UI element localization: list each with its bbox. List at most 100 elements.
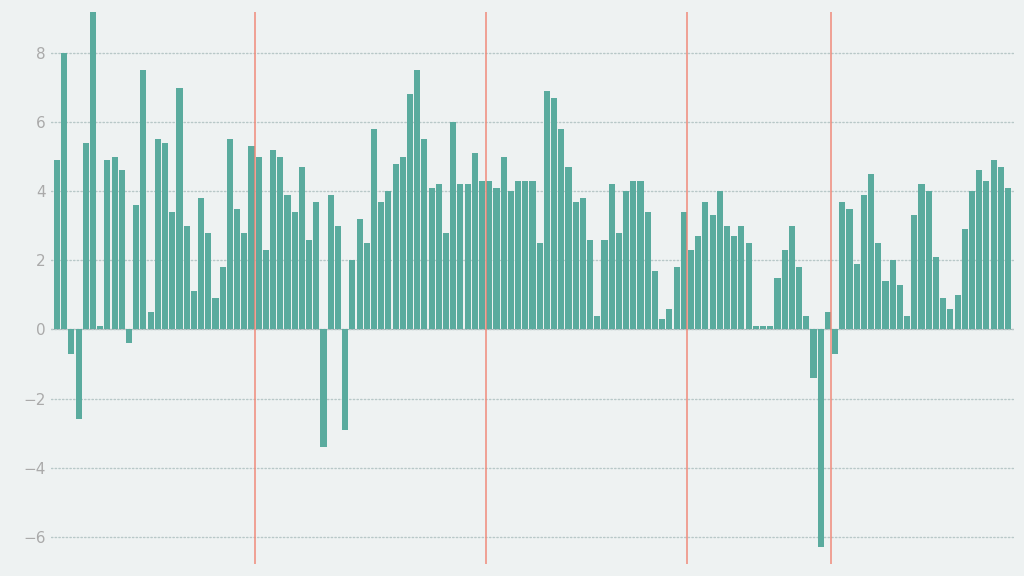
Bar	[954, 295, 961, 329]
Bar	[342, 329, 348, 430]
Bar	[710, 215, 716, 329]
Bar	[976, 170, 982, 329]
Bar	[529, 181, 536, 329]
Bar	[349, 260, 355, 329]
Bar	[190, 291, 197, 329]
Bar	[833, 329, 838, 354]
Bar	[745, 243, 752, 329]
Bar	[796, 267, 802, 329]
Bar	[847, 209, 853, 329]
Bar	[414, 70, 420, 329]
Bar	[990, 160, 996, 329]
Bar	[623, 191, 629, 329]
Bar	[479, 181, 485, 329]
Bar	[724, 226, 730, 329]
Bar	[645, 212, 651, 329]
Bar	[933, 257, 939, 329]
Bar	[494, 188, 500, 329]
Bar	[983, 181, 989, 329]
Bar	[421, 139, 427, 329]
Bar	[997, 167, 1004, 329]
Bar	[840, 202, 846, 329]
Bar	[962, 229, 968, 329]
Bar	[76, 329, 82, 419]
Bar	[810, 329, 816, 378]
Bar	[652, 271, 658, 329]
Bar	[378, 202, 384, 329]
Bar	[876, 243, 882, 329]
Bar	[169, 212, 175, 329]
Bar	[313, 202, 319, 329]
Bar	[767, 326, 773, 329]
Bar	[61, 53, 68, 329]
Bar	[890, 260, 896, 329]
Bar	[926, 191, 932, 329]
Bar	[306, 240, 312, 329]
Bar	[717, 191, 723, 329]
Bar	[292, 212, 298, 329]
Bar	[328, 195, 334, 329]
Bar	[824, 312, 830, 329]
Bar	[868, 174, 874, 329]
Bar	[947, 309, 953, 329]
Bar	[508, 191, 514, 329]
Bar	[608, 184, 614, 329]
Bar	[112, 157, 118, 329]
Bar	[501, 157, 507, 329]
Bar	[263, 250, 269, 329]
Bar	[399, 157, 406, 329]
Bar	[90, 0, 96, 329]
Bar	[256, 157, 262, 329]
Bar	[681, 212, 687, 329]
Bar	[371, 129, 377, 329]
Bar	[227, 139, 232, 329]
Bar	[667, 309, 673, 329]
Bar	[285, 195, 291, 329]
Bar	[451, 122, 457, 329]
Bar	[270, 150, 276, 329]
Bar	[788, 226, 795, 329]
Bar	[969, 191, 975, 329]
Bar	[753, 326, 759, 329]
Bar	[147, 312, 154, 329]
Bar	[126, 329, 132, 343]
Bar	[861, 195, 867, 329]
Bar	[183, 226, 189, 329]
Bar	[465, 184, 471, 329]
Bar	[119, 170, 125, 329]
Bar	[911, 215, 918, 329]
Bar	[940, 298, 946, 329]
Bar	[335, 226, 341, 329]
Bar	[429, 188, 434, 329]
Bar	[551, 98, 557, 329]
Bar	[458, 184, 464, 329]
Bar	[242, 233, 248, 329]
Bar	[364, 243, 370, 329]
Bar	[883, 281, 889, 329]
Bar	[774, 278, 780, 329]
Bar	[278, 157, 284, 329]
Bar	[919, 184, 925, 329]
Bar	[587, 240, 593, 329]
Bar	[594, 316, 600, 329]
Bar	[83, 143, 89, 329]
Bar	[631, 181, 636, 329]
Bar	[544, 91, 550, 329]
Bar	[565, 167, 571, 329]
Bar	[486, 181, 493, 329]
Bar	[803, 316, 809, 329]
Bar	[731, 236, 737, 329]
Bar	[155, 139, 161, 329]
Bar	[522, 181, 528, 329]
Bar	[897, 285, 903, 329]
Bar	[854, 264, 860, 329]
Bar	[176, 88, 182, 329]
Bar	[572, 202, 579, 329]
Bar	[299, 167, 305, 329]
Bar	[234, 209, 241, 329]
Bar	[702, 202, 709, 329]
Bar	[54, 160, 60, 329]
Bar	[162, 143, 168, 329]
Bar	[659, 319, 666, 329]
Bar	[537, 243, 543, 329]
